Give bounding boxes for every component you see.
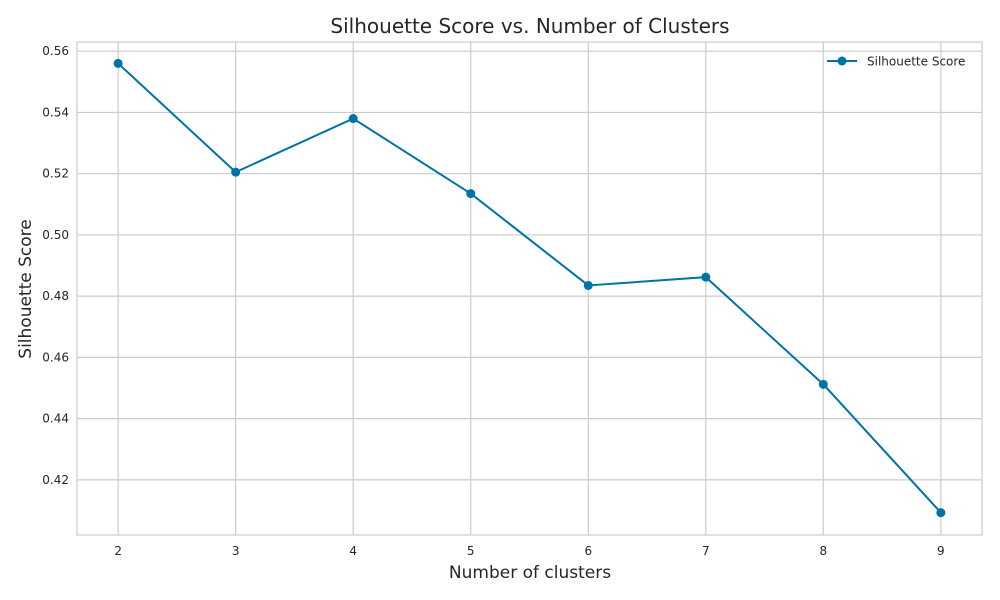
tick-labels: 2 3 4 5 6 7 8 9 0.42 0.44 0.46 0.48 0.50 0.52 0.54 0.56 (42, 44, 944, 558)
data-point (113, 58, 123, 68)
series-layer (113, 58, 946, 518)
y-tick-label: 0.46 (42, 350, 69, 364)
y-tick-label: 0.54 (42, 105, 69, 119)
y-tick-label: 0.44 (42, 412, 69, 426)
y-tick-label: 0.48 (42, 289, 69, 303)
series-line (117, 62, 942, 514)
grid-lines (77, 42, 982, 535)
plot-frame (76, 41, 983, 536)
y-tick-label: 0.52 (42, 167, 69, 181)
x-tick-label: 4 (349, 544, 357, 558)
x-tick-label: 7 (702, 544, 710, 558)
data-point (583, 280, 593, 290)
x-axis-label: Number of clusters (449, 563, 611, 583)
x-tick-label: 3 (232, 544, 240, 558)
y-tick-label: 0.56 (42, 44, 69, 58)
data-point (701, 272, 711, 282)
x-tick-label: 9 (937, 544, 945, 558)
x-tick-label: 6 (584, 544, 592, 558)
y-axis-label: Silhouette Score (16, 219, 36, 358)
x-tick-label: 5 (467, 544, 475, 558)
data-point (348, 114, 358, 124)
x-tick-label: 2 (114, 544, 122, 558)
legend-marker-swatch (837, 56, 847, 66)
y-tick-label: 0.42 (42, 473, 69, 487)
legend: Silhouette Score (827, 55, 965, 69)
data-point (936, 508, 946, 518)
data-point (466, 189, 476, 199)
legend-entry-label: Silhouette Score (867, 55, 965, 69)
data-point (231, 167, 241, 177)
x-tick-label: 8 (820, 544, 828, 558)
y-tick-label: 0.50 (42, 228, 69, 242)
chart-title: Silhouette Score vs. Number of Clusters (330, 14, 729, 38)
data-point (818, 379, 828, 389)
